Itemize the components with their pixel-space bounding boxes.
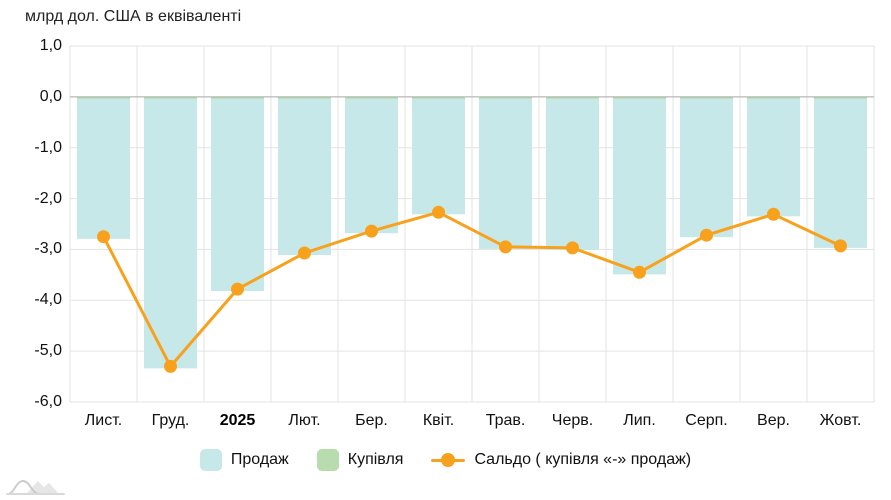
saldo-marker[interactable] (164, 359, 177, 373)
x-tick-label: Серп. (685, 412, 728, 429)
prodazh-bar[interactable] (77, 98, 130, 239)
logo-mountains-icon (6, 479, 65, 495)
saldo-marker[interactable] (97, 230, 110, 244)
kupivlia-bar[interactable] (546, 96, 599, 99)
kupivlia-bar[interactable] (613, 96, 666, 99)
x-tick-label: Лют. (288, 412, 321, 429)
x-tick-label: Лип. (623, 412, 656, 429)
legend-item-kupivlia[interactable]: Купівля (316, 449, 404, 471)
legend-label-saldo: Сальдо ( купівля «-» продаж) (474, 451, 692, 468)
x-tick-label: Бер. (355, 412, 388, 429)
y-tick-label: 1,0 (39, 37, 62, 54)
prodazh-bar[interactable] (211, 98, 264, 292)
kupivlia-bar[interactable] (345, 96, 398, 99)
saldo-marker[interactable] (566, 241, 579, 255)
x-tick-label: 2025 (219, 412, 256, 429)
prodazh-bar[interactable] (345, 98, 398, 234)
prodazh-bar[interactable] (747, 98, 800, 217)
saldo-marker[interactable] (767, 207, 780, 221)
prodazh-bar[interactable] (479, 98, 532, 249)
y-tick-label: -6,0 (34, 393, 62, 410)
kupivlia-bar[interactable] (814, 96, 867, 99)
legend: Продаж Купівля Сальдо ( купівля «-» прод… (0, 449, 891, 471)
prodazh-bar[interactable] (814, 98, 867, 248)
saldo-marker[interactable] (365, 224, 378, 238)
x-tick-label: Квіт. (422, 412, 455, 429)
x-tick-label: Жовт. (819, 412, 862, 429)
x-tick-label: Трав. (485, 412, 526, 429)
y-tick-label: -2,0 (34, 189, 62, 207)
saldo-marker[interactable] (700, 228, 713, 242)
kupivlia-bar[interactable] (211, 96, 264, 99)
prodazh-bar[interactable] (680, 98, 733, 238)
legend-item-prodazh[interactable]: Продаж (199, 449, 289, 471)
prodazh-bar[interactable] (278, 98, 331, 256)
kupivlia-bar[interactable] (278, 96, 331, 99)
prodazh-bar[interactable] (144, 98, 197, 369)
plot-area (69, 45, 875, 403)
prodazh-bar[interactable] (613, 98, 666, 275)
kupivlia-swatch-icon (316, 449, 339, 471)
legend-label-prodazh: Продаж (230, 451, 289, 468)
saldo-marker[interactable] (298, 246, 311, 260)
kupivlia-bar[interactable] (412, 96, 465, 99)
x-tick-label: Груд. (151, 412, 190, 429)
x-tick-label: Черв. (551, 412, 594, 429)
saldo-line (102, 210, 842, 368)
y-tick-label: -1,0 (34, 138, 62, 156)
legend-label-kupivlia: Купівля (347, 451, 404, 468)
saldo-marker[interactable] (432, 205, 445, 219)
y-tick-label: -4,0 (34, 291, 62, 309)
saldo-line-icon (431, 453, 466, 467)
saldo-marker[interactable] (633, 265, 646, 279)
prodazh-bar[interactable] (546, 98, 599, 250)
prodazh-swatch-icon (199, 449, 222, 471)
kupivlia-bar[interactable] (479, 96, 532, 99)
y-tick-label: -5,0 (34, 342, 62, 360)
saldo-marker[interactable] (231, 282, 244, 296)
legend-item-saldo[interactable]: Сальдо ( купівля «-» продаж) (431, 451, 691, 469)
saldo-marker[interactable] (834, 239, 847, 253)
prodazh-bar[interactable] (412, 98, 465, 215)
kupivlia-bar[interactable] (77, 96, 130, 99)
x-tick-label: Вер. (757, 412, 790, 429)
chart-title: млрд дол. США в еквіваленті (25, 8, 242, 25)
y-tick-label: 0,0 (39, 87, 62, 105)
kupivlia-bar[interactable] (144, 96, 197, 99)
saldo-marker[interactable] (499, 240, 512, 254)
kupivlia-bar[interactable] (747, 96, 800, 99)
x-tick-label: Лист. (84, 412, 123, 429)
kupivlia-bar[interactable] (680, 96, 733, 99)
y-tick-label: -3,0 (34, 240, 62, 258)
